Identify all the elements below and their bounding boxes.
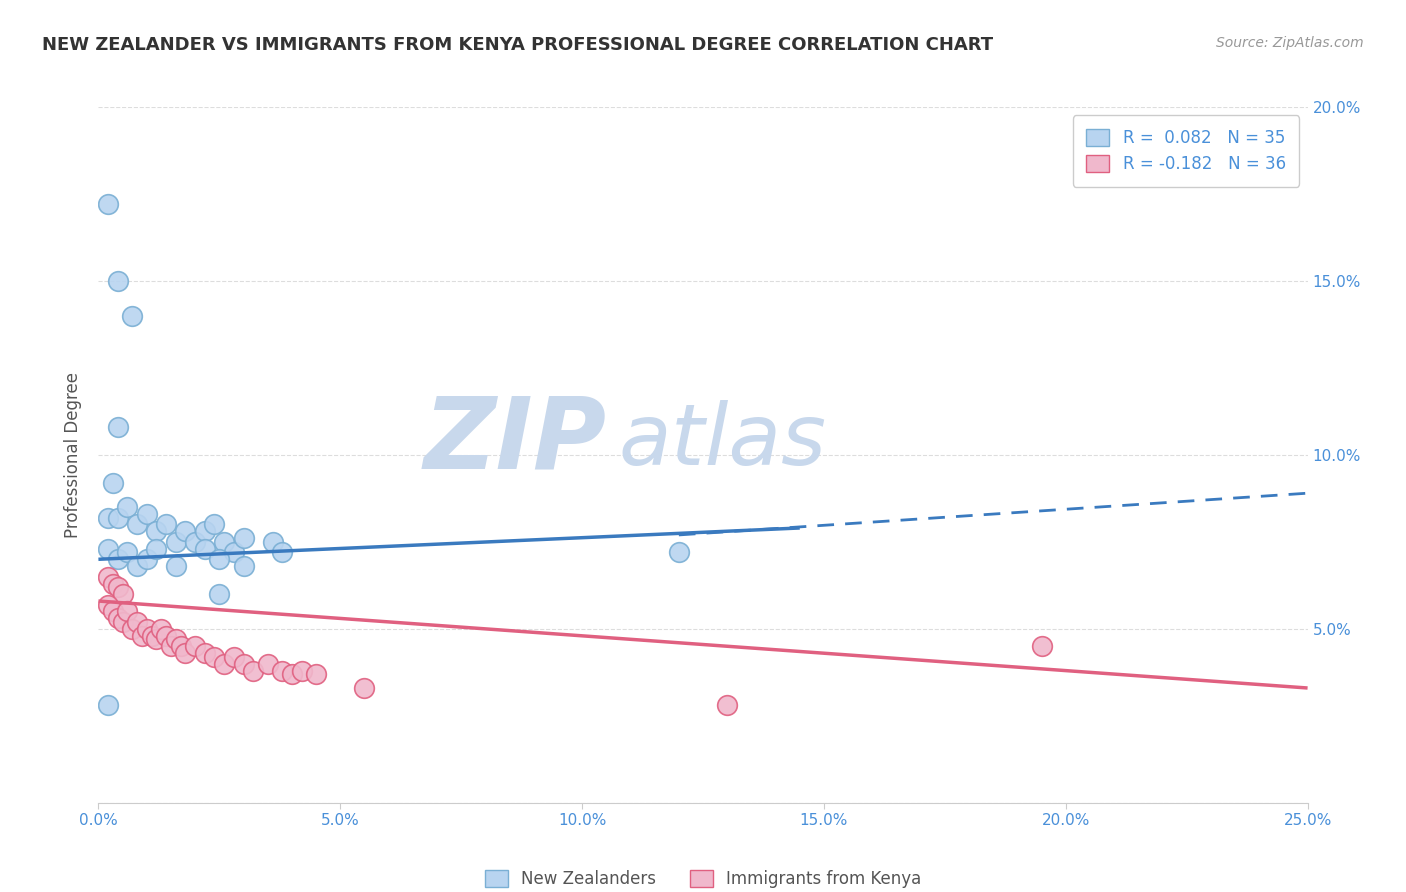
Point	[232, 559, 254, 574]
Point	[97, 197, 120, 211]
Point	[135, 622, 157, 636]
Point	[290, 664, 312, 678]
Point	[232, 657, 254, 671]
Point	[117, 500, 139, 514]
Point	[222, 649, 245, 664]
Point	[107, 580, 129, 594]
Point	[204, 649, 226, 664]
Point	[160, 639, 183, 653]
Point	[101, 576, 124, 591]
Point	[232, 532, 254, 546]
Point	[121, 622, 143, 636]
Point	[716, 698, 738, 713]
Point	[131, 629, 153, 643]
Point	[107, 611, 129, 625]
Point	[97, 510, 120, 524]
Point	[145, 524, 167, 539]
Point	[256, 657, 278, 671]
Point	[127, 559, 149, 574]
Point	[271, 545, 294, 559]
Point	[194, 524, 217, 539]
Point	[141, 629, 163, 643]
Point	[165, 632, 187, 647]
Y-axis label: Professional Degree: Professional Degree	[65, 372, 83, 538]
Point	[107, 552, 129, 566]
Point	[668, 545, 690, 559]
Point	[194, 541, 217, 556]
Point	[212, 534, 235, 549]
Point	[150, 622, 173, 636]
Point	[353, 681, 375, 695]
Point	[262, 534, 284, 549]
Point	[155, 517, 177, 532]
Point	[222, 545, 245, 559]
Text: ZIP: ZIP	[423, 392, 606, 490]
Point	[155, 629, 177, 643]
Point	[208, 552, 231, 566]
Point	[101, 605, 124, 619]
Point	[174, 524, 197, 539]
Point	[135, 507, 157, 521]
Point	[242, 664, 264, 678]
Point	[208, 587, 231, 601]
Point	[97, 698, 120, 713]
Point	[97, 541, 120, 556]
Text: Source: ZipAtlas.com: Source: ZipAtlas.com	[1216, 36, 1364, 50]
Point	[184, 639, 207, 653]
Point	[97, 598, 120, 612]
Point	[165, 559, 187, 574]
Point	[1031, 639, 1053, 653]
Point	[212, 657, 235, 671]
Point	[145, 541, 167, 556]
Point	[165, 534, 187, 549]
Point	[117, 605, 139, 619]
Point	[194, 646, 217, 660]
Point	[204, 517, 226, 532]
Point	[117, 545, 139, 559]
Point	[169, 639, 191, 653]
Point	[127, 517, 149, 532]
Point	[135, 552, 157, 566]
Point	[101, 475, 124, 490]
Point	[145, 632, 167, 647]
Point	[305, 667, 328, 681]
Point	[111, 615, 134, 629]
Text: atlas: atlas	[619, 400, 827, 483]
Point	[121, 309, 143, 323]
Point	[107, 274, 129, 288]
Legend: New Zealanders, Immigrants from Kenya: New Zealanders, Immigrants from Kenya	[478, 863, 928, 892]
Point	[127, 615, 149, 629]
Point	[281, 667, 304, 681]
Point	[107, 420, 129, 434]
Text: NEW ZEALANDER VS IMMIGRANTS FROM KENYA PROFESSIONAL DEGREE CORRELATION CHART: NEW ZEALANDER VS IMMIGRANTS FROM KENYA P…	[42, 36, 993, 54]
Point	[184, 534, 207, 549]
Point	[97, 570, 120, 584]
Point	[111, 587, 134, 601]
Point	[271, 664, 294, 678]
Point	[174, 646, 197, 660]
Point	[107, 510, 129, 524]
